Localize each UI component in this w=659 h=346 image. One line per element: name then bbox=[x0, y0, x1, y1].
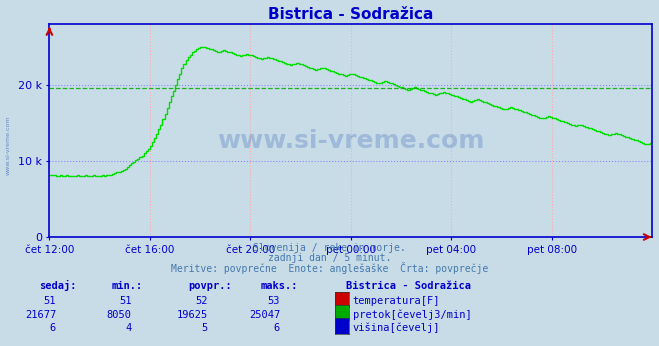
Text: 51: 51 bbox=[43, 297, 56, 307]
Text: Meritve: povprečne  Enote: anglešaške  Črta: povprečje: Meritve: povprečne Enote: anglešaške Črt… bbox=[171, 262, 488, 274]
Text: maks.:: maks.: bbox=[260, 281, 298, 291]
Text: 6: 6 bbox=[274, 323, 280, 333]
Text: Slovenija / reke in morje.: Slovenija / reke in morje. bbox=[253, 243, 406, 253]
Text: 19625: 19625 bbox=[177, 310, 208, 320]
Text: 6: 6 bbox=[50, 323, 56, 333]
Text: www.si-vreme.com: www.si-vreme.com bbox=[217, 129, 484, 153]
Text: 53: 53 bbox=[268, 297, 280, 307]
Text: www.si-vreme.com: www.si-vreme.com bbox=[5, 116, 11, 175]
Text: 5: 5 bbox=[202, 323, 208, 333]
Text: sedaj:: sedaj: bbox=[40, 280, 77, 291]
Text: 52: 52 bbox=[195, 297, 208, 307]
Text: temperatura[F]: temperatura[F] bbox=[353, 297, 440, 307]
Text: višina[čevelj]: višina[čevelj] bbox=[353, 322, 440, 333]
Text: 21677: 21677 bbox=[25, 310, 56, 320]
Text: 8050: 8050 bbox=[107, 310, 132, 320]
Text: 4: 4 bbox=[126, 323, 132, 333]
Text: pretok[čevelj3/min]: pretok[čevelj3/min] bbox=[353, 309, 471, 320]
Text: 25047: 25047 bbox=[249, 310, 280, 320]
Text: min.:: min.: bbox=[112, 281, 143, 291]
Text: Bistrica - Sodražica: Bistrica - Sodražica bbox=[346, 281, 471, 291]
Text: povpr.:: povpr.: bbox=[188, 281, 231, 291]
Text: zadnji dan / 5 minut.: zadnji dan / 5 minut. bbox=[268, 253, 391, 263]
Text: 51: 51 bbox=[119, 297, 132, 307]
Title: Bistrica - Sodražica: Bistrica - Sodražica bbox=[268, 7, 434, 22]
